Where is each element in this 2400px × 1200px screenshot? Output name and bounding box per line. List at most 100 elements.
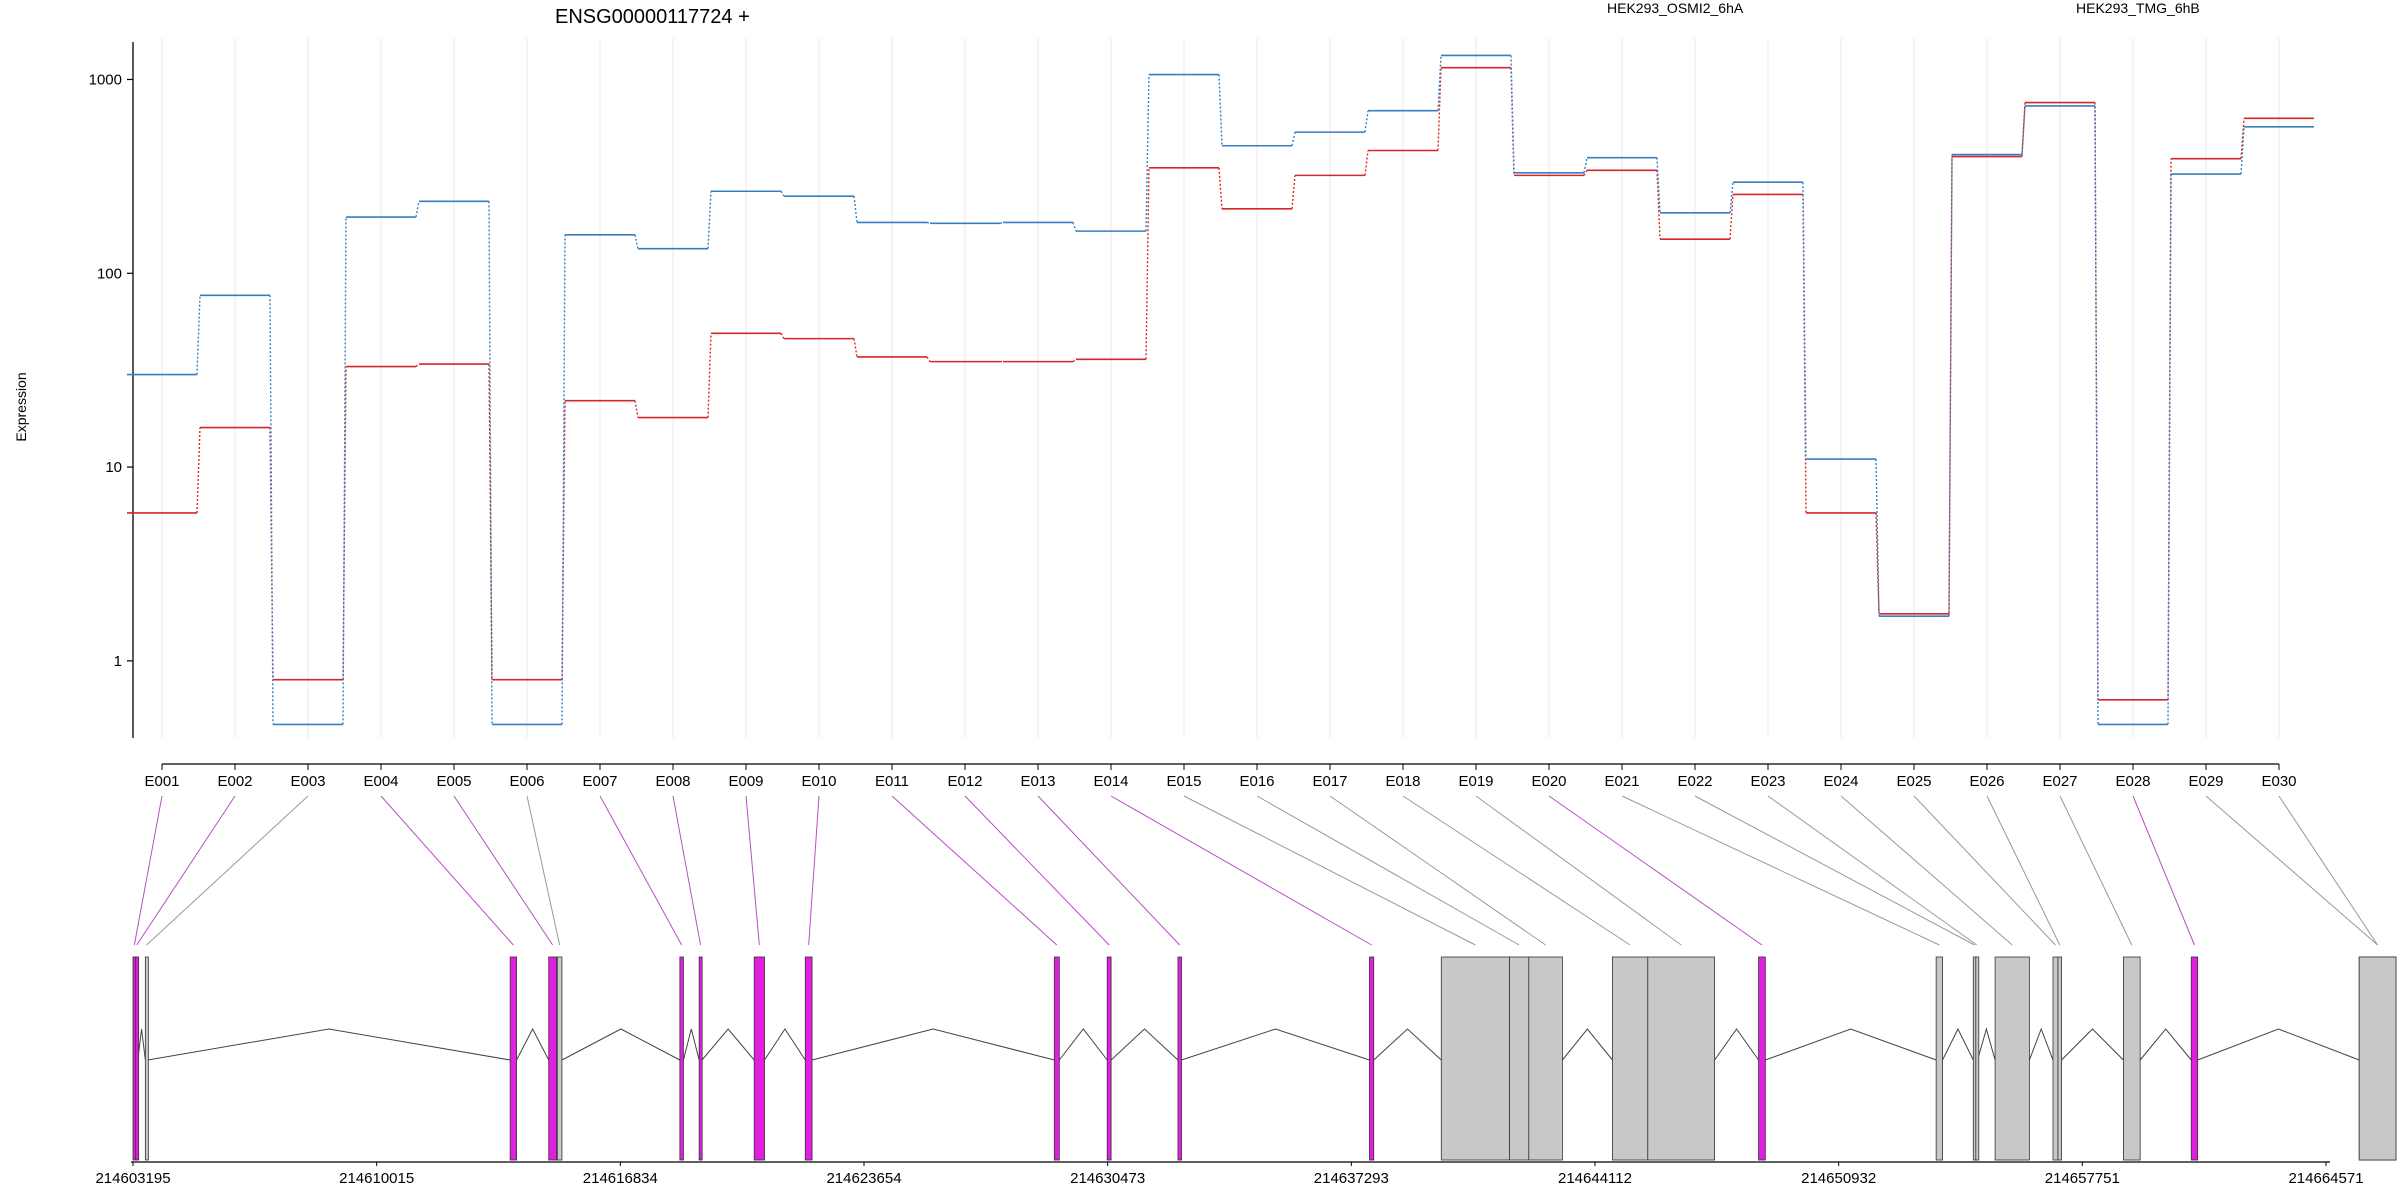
axes: 1 10 100 1000 E001 E002 E003 E004 E005 E006 E007 E0… — [89, 42, 2297, 790]
coordinate-tick-label: 214650932 — [1801, 1170, 1876, 1187]
x-tick-label: E029 — [2188, 773, 2223, 790]
exon-block-E026 — [2057, 956, 2062, 1161]
intron-line — [147, 1028, 511, 1061]
series-connector — [634, 234, 639, 249]
series-connector — [415, 201, 420, 218]
x-tick-label: E024 — [1823, 773, 1858, 790]
exon-block-E008 — [698, 956, 703, 1161]
series-connector — [1364, 150, 1369, 176]
exon-block-E006 — [556, 956, 563, 1161]
exon-connector-E003 — [146, 795, 309, 946]
exon-connector-E012 — [964, 795, 1110, 946]
series-connector — [1364, 110, 1369, 133]
x-tick-label: E009 — [728, 773, 763, 790]
intron-line — [682, 1028, 700, 1061]
intron-line — [516, 1027, 550, 1061]
intron-line — [1181, 1028, 1370, 1061]
series-connector — [1218, 167, 1223, 209]
exon-connector-E005 — [453, 795, 554, 946]
series-connector — [1583, 157, 1588, 173]
exon-block-E018 — [1612, 956, 1649, 1161]
exon-block-E027 — [2122, 956, 2141, 1161]
x-tick-label: E026 — [1969, 773, 2004, 790]
grid-lines — [161, 38, 2280, 738]
series-connector — [196, 427, 201, 513]
x-tick-label: E017 — [1312, 773, 1347, 790]
exon-connector-E019 — [1475, 795, 1682, 946]
x-tick-label: E010 — [801, 773, 836, 790]
series-connector — [853, 338, 858, 358]
coordinate-tick-label: 214623654 — [826, 1170, 901, 1187]
coordinate-tick-label: 214610015 — [339, 1170, 414, 1187]
exon-connector-E002 — [136, 795, 236, 946]
exon-block-E021 — [1935, 956, 1943, 1161]
exon-connector-E016 — [1256, 795, 1520, 946]
x-tick-label: E008 — [655, 773, 690, 790]
x-tick-label: E006 — [509, 773, 544, 790]
exon-block-E014 — [1369, 956, 1375, 1161]
intron-line — [561, 1028, 681, 1061]
series-connector — [1729, 182, 1734, 213]
series-connector — [1291, 175, 1296, 209]
exon-connector-E021 — [1621, 795, 1940, 946]
exon-block-E017 — [1528, 956, 1563, 1161]
exon-block-E009 — [753, 956, 765, 1161]
x-tick-label: E028 — [2115, 773, 2150, 790]
exon-block-E023 — [1975, 956, 1980, 1161]
exon-connector-E001 — [133, 795, 163, 946]
chart-title: ENSG00000117724 + — [555, 6, 750, 28]
series-lines — [127, 54, 2314, 726]
exon-connector-E009 — [745, 795, 760, 946]
series-connector — [1145, 167, 1150, 360]
x-tick-label: E023 — [1750, 773, 1785, 790]
exon-connector-E024 — [1840, 795, 2013, 946]
series-connector — [2094, 105, 2099, 725]
exon-connector-E011 — [891, 795, 1058, 946]
x-tick-label: E011 — [875, 773, 909, 790]
y-tick-label: 100 — [97, 265, 122, 282]
coordinate-tick-label: 214644112 — [1558, 1170, 1632, 1187]
exon-connector-E025 — [1913, 795, 2056, 946]
exon-block-E020 — [1758, 956, 1766, 1161]
intron-line — [701, 1028, 755, 1061]
series-connector — [1145, 74, 1150, 232]
series-connector — [1729, 194, 1734, 240]
exon-block-E019 — [1647, 956, 1716, 1161]
y-tick-label: 10 — [105, 459, 122, 476]
exon-connector-E023 — [1767, 795, 1977, 946]
y-axis-label: Expression — [13, 372, 29, 441]
x-tick-label: E013 — [1020, 773, 1055, 790]
intron-line — [2197, 1028, 2360, 1061]
x-tick-label: E007 — [582, 773, 617, 790]
series-connector — [415, 363, 420, 368]
exon-connector-E008 — [672, 795, 702, 946]
exon-block-E010 — [804, 956, 813, 1161]
series-connector — [634, 400, 639, 418]
x-tick-label: E027 — [2042, 773, 2077, 790]
x-tick-label: E020 — [1531, 773, 1566, 790]
series-connector — [269, 427, 274, 680]
intron-line — [2139, 1028, 2192, 1061]
intron-line — [811, 1028, 1055, 1061]
series-connector — [1656, 170, 1661, 240]
legend-entry-series-2: HEK293_TMG_6hB — [2076, 0, 2200, 16]
intron-line — [1110, 1028, 1179, 1061]
coordinate-tick-label: 214630473 — [1070, 1170, 1145, 1187]
exon-connector-E010 — [808, 795, 820, 946]
intron-line — [1765, 1028, 1937, 1061]
exon-block-E011 — [1053, 956, 1060, 1161]
exon-connector-E006 — [526, 795, 561, 946]
exon-connector-E013 — [1037, 795, 1181, 946]
x-tick-label: E025 — [1896, 773, 1931, 790]
series-connector — [1583, 169, 1588, 176]
series-connector — [926, 356, 931, 363]
series-connector — [561, 400, 566, 680]
intron-line — [1058, 1028, 1108, 1061]
series-connector — [707, 191, 712, 249]
coordinate-tick-label: 214637293 — [1314, 1170, 1389, 1187]
exon-block-E024 — [1994, 956, 2030, 1161]
series-connector — [2094, 102, 2099, 700]
x-tick-label: E016 — [1239, 773, 1274, 790]
exon-connectors — [133, 795, 2379, 946]
